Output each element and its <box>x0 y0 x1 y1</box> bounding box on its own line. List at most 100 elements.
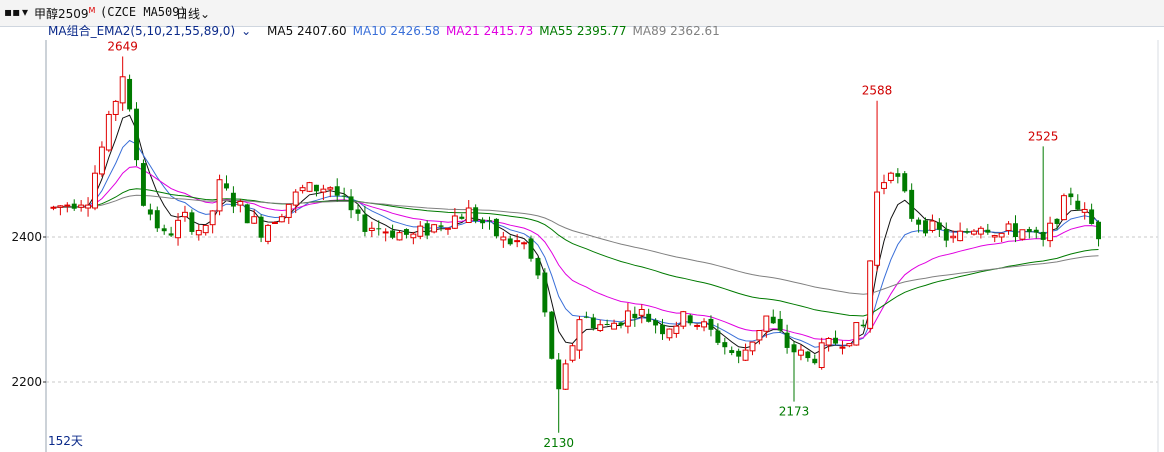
extreme-label: 2588 <box>862 84 893 98</box>
candle <box>112 99 119 121</box>
candle <box>314 184 319 197</box>
candle <box>749 341 756 356</box>
ma-line-89 <box>53 194 1099 295</box>
candle <box>487 216 492 230</box>
candle <box>736 348 742 364</box>
candle <box>237 199 244 213</box>
candle <box>528 235 534 262</box>
candle <box>957 222 964 242</box>
candle <box>923 217 928 237</box>
candle <box>998 232 1005 243</box>
candle <box>258 214 264 243</box>
candle <box>1068 187 1074 206</box>
candle <box>867 260 874 333</box>
menu-dots-icon[interactable]: ▪▪ <box>4 5 21 19</box>
candle <box>396 230 403 241</box>
extreme-label: 2130 <box>543 436 574 450</box>
candle <box>175 213 182 246</box>
candle <box>451 208 458 230</box>
candle <box>1013 215 1018 243</box>
candle <box>424 220 430 240</box>
candle <box>1054 218 1060 230</box>
candle <box>334 178 340 202</box>
candle <box>895 168 901 184</box>
legend-group-label[interactable]: MA组合_EMA2(5,10,21,55,89,0) ⌄ <box>48 24 252 38</box>
candle <box>465 200 472 223</box>
ma-line-10 <box>53 139 1099 348</box>
candle <box>701 318 707 332</box>
candle <box>209 210 216 234</box>
candle <box>694 324 701 330</box>
candle <box>92 165 98 211</box>
chevron-down-icon: ⌄ <box>241 24 252 38</box>
candle <box>929 214 936 233</box>
symbol-name[interactable]: 甲醇2509M <box>34 6 96 21</box>
candle <box>320 184 327 201</box>
candle <box>991 234 998 243</box>
chevron-down-icon: ⌄ <box>200 7 211 21</box>
indicator-legend: MA组合_EMA2(5,10,21,55,89,0) ⌄ MA5 2407.60 M… <box>48 22 732 40</box>
candle <box>964 228 970 235</box>
period-selector[interactable]: 日线⌄ <box>176 7 211 21</box>
candle <box>936 218 942 237</box>
symbol-sup: M <box>88 6 96 15</box>
candle <box>438 221 444 232</box>
candle <box>50 205 57 211</box>
candle <box>140 159 146 207</box>
candle <box>362 205 368 237</box>
title-bar: ▪▪ ▾ 甲醇2509M (CZCE MA509) 日线⌄ <box>0 0 1164 27</box>
candle <box>417 221 424 240</box>
candle <box>459 213 465 220</box>
candle <box>618 321 624 329</box>
dropdown-arrow-icon[interactable]: ▾ <box>22 5 29 19</box>
candle <box>224 175 229 191</box>
candle <box>78 200 85 212</box>
candle <box>763 315 770 338</box>
candle <box>134 102 139 166</box>
legend-item-ma89: MA89 2362.61 <box>632 24 720 38</box>
candle <box>846 343 853 348</box>
candle <box>839 340 846 355</box>
candle <box>473 204 479 224</box>
candle <box>535 257 541 280</box>
candle <box>604 319 610 326</box>
candle <box>687 313 693 326</box>
candle <box>556 353 562 433</box>
candle <box>902 171 908 193</box>
candle <box>202 224 209 236</box>
candle <box>500 231 507 248</box>
candle <box>569 343 576 363</box>
candle <box>860 319 866 328</box>
candle <box>57 205 64 216</box>
candle <box>299 184 306 194</box>
y-tick-label: 2400 <box>11 230 42 244</box>
candle <box>480 217 486 230</box>
candle <box>514 234 521 248</box>
candle <box>98 141 105 177</box>
candle <box>306 181 313 193</box>
days-count: 152天 <box>48 434 83 448</box>
candle <box>410 231 417 245</box>
candle <box>168 226 174 237</box>
candle <box>542 268 548 317</box>
candle <box>403 228 409 239</box>
candle <box>791 341 797 402</box>
candle <box>874 100 881 272</box>
candle <box>583 311 589 319</box>
candle <box>341 187 347 201</box>
candle <box>660 318 665 340</box>
candle <box>576 316 583 359</box>
candle <box>611 319 618 330</box>
legend-item-ma21: MA21 2415.73 <box>445 24 534 38</box>
legend-item-ma5: MA5 2407.60 <box>267 24 347 38</box>
candle <box>653 318 659 334</box>
candle <box>1047 216 1054 248</box>
candle <box>278 213 285 223</box>
candle <box>722 337 728 355</box>
candle <box>85 197 92 217</box>
candle <box>646 308 652 323</box>
candle <box>348 189 354 219</box>
candle <box>147 203 153 221</box>
candle <box>805 350 811 362</box>
